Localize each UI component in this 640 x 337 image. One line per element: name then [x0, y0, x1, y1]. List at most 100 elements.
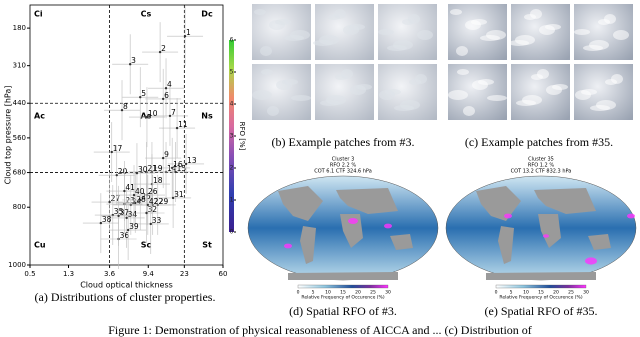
land — [336, 188, 398, 214]
point-label: 20 — [118, 167, 128, 176]
caption: (c) Example patches from #35. — [465, 135, 613, 149]
point-label: 9 — [164, 150, 169, 159]
point-label: 30 — [138, 165, 148, 174]
patch-texture — [589, 40, 609, 50]
point-label: 1 — [186, 28, 191, 37]
point — [171, 196, 175, 200]
x-tick-label: 23 — [180, 270, 189, 278]
point — [120, 108, 124, 112]
map-colorbar-tick: 0 — [297, 290, 300, 296]
point-label: 23 — [125, 196, 135, 205]
point — [115, 173, 118, 177]
patch-texture — [537, 69, 549, 79]
patch-texture — [457, 69, 469, 75]
region-label: As — [141, 112, 152, 121]
land — [278, 186, 323, 221]
patch-texture — [334, 9, 346, 19]
patch-texture — [581, 89, 597, 95]
patch-texture — [515, 35, 535, 45]
point-label: 34 — [128, 210, 138, 219]
region-label: Ci — [34, 10, 43, 19]
point — [128, 63, 132, 66]
point — [158, 50, 162, 54]
point-label: 19 — [153, 164, 163, 173]
map-colorbar-tick: 20 — [355, 290, 361, 296]
map-colorbar-tick: 10 — [523, 290, 529, 296]
map-colorbar-tick: 15 — [538, 290, 544, 296]
point — [132, 193, 136, 197]
land — [588, 234, 611, 250]
patch-texture — [393, 40, 413, 50]
y-tick-label: 800 — [13, 203, 26, 211]
point-label: 13 — [187, 156, 197, 165]
point-label: 41 — [125, 183, 135, 192]
point-label: 21 — [148, 164, 158, 173]
point-label: 17 — [113, 144, 123, 153]
map-colorbar-tick: 5 — [312, 290, 315, 296]
point-label: 3 — [131, 56, 136, 65]
point-label: 22 — [154, 197, 164, 206]
patch-texture — [254, 9, 266, 15]
region-label: Ac — [34, 112, 45, 121]
point — [175, 126, 179, 130]
region-label: Sc — [141, 241, 152, 250]
point-label: 38 — [102, 215, 112, 224]
map-title: Cluster 3 — [332, 157, 355, 163]
point-label: 2 — [161, 44, 166, 53]
patch-texture — [471, 19, 487, 25]
colorbar-tick-label: 4 — [230, 101, 234, 108]
patch-texture — [319, 35, 339, 45]
y-tick-label: 180 — [13, 24, 26, 32]
point-label: 31 — [174, 190, 184, 199]
point-label: 7 — [171, 108, 176, 117]
patch-texture — [260, 46, 272, 56]
point — [99, 221, 103, 225]
point — [174, 170, 177, 174]
patch-texture — [596, 100, 616, 110]
point-label: 26 — [148, 187, 158, 196]
patch-texture — [415, 74, 427, 84]
point-label: 10 — [148, 109, 158, 118]
caption: (a) Distributions of cluster properties. — [35, 290, 216, 304]
point-label: 8 — [123, 102, 128, 111]
colorbar-tick-label: 3 — [230, 133, 234, 140]
map-colorbar — [297, 284, 389, 289]
patch-texture — [275, 19, 291, 25]
point-label: 33 — [152, 216, 162, 225]
point-label: 16 — [173, 160, 183, 169]
patch-texture — [290, 30, 310, 40]
hotspot — [627, 213, 635, 219]
colorbar-label: RFO [%] — [238, 122, 246, 151]
patch-texture — [486, 30, 506, 40]
y-tick-label: 560 — [13, 134, 26, 142]
x-tick-label: 60 — [219, 270, 228, 278]
caption: (d) Spatial RFO of #3. — [289, 304, 397, 318]
point — [161, 156, 165, 160]
point — [149, 222, 152, 226]
map-colorbar-tick: 25 — [568, 290, 574, 296]
patch-texture — [448, 90, 468, 100]
point — [146, 203, 150, 207]
colorbar-tick-label: 5 — [230, 69, 234, 76]
point — [161, 97, 165, 101]
patch-texture — [574, 29, 590, 35]
patch-texture — [282, 79, 298, 85]
point-label: 29 — [159, 197, 169, 206]
land — [538, 214, 561, 248]
y-tick-label: 680 — [13, 169, 26, 177]
point-label: 42 — [149, 197, 159, 206]
land — [300, 226, 316, 264]
map-colorbar-label: Relative Frequency of Occurence (%) — [301, 295, 384, 301]
point-label: 6 — [164, 91, 169, 100]
patch-texture — [456, 46, 468, 56]
y-tick-label: 310 — [13, 62, 26, 70]
patch-texture — [417, 30, 433, 40]
region-label: Cs — [141, 10, 152, 19]
map-title: COT 6.1 CTF 324.6 hPa — [314, 169, 372, 175]
point — [170, 166, 174, 170]
hotspot — [585, 257, 597, 265]
patch-texture — [349, 24, 365, 30]
point — [108, 200, 111, 204]
